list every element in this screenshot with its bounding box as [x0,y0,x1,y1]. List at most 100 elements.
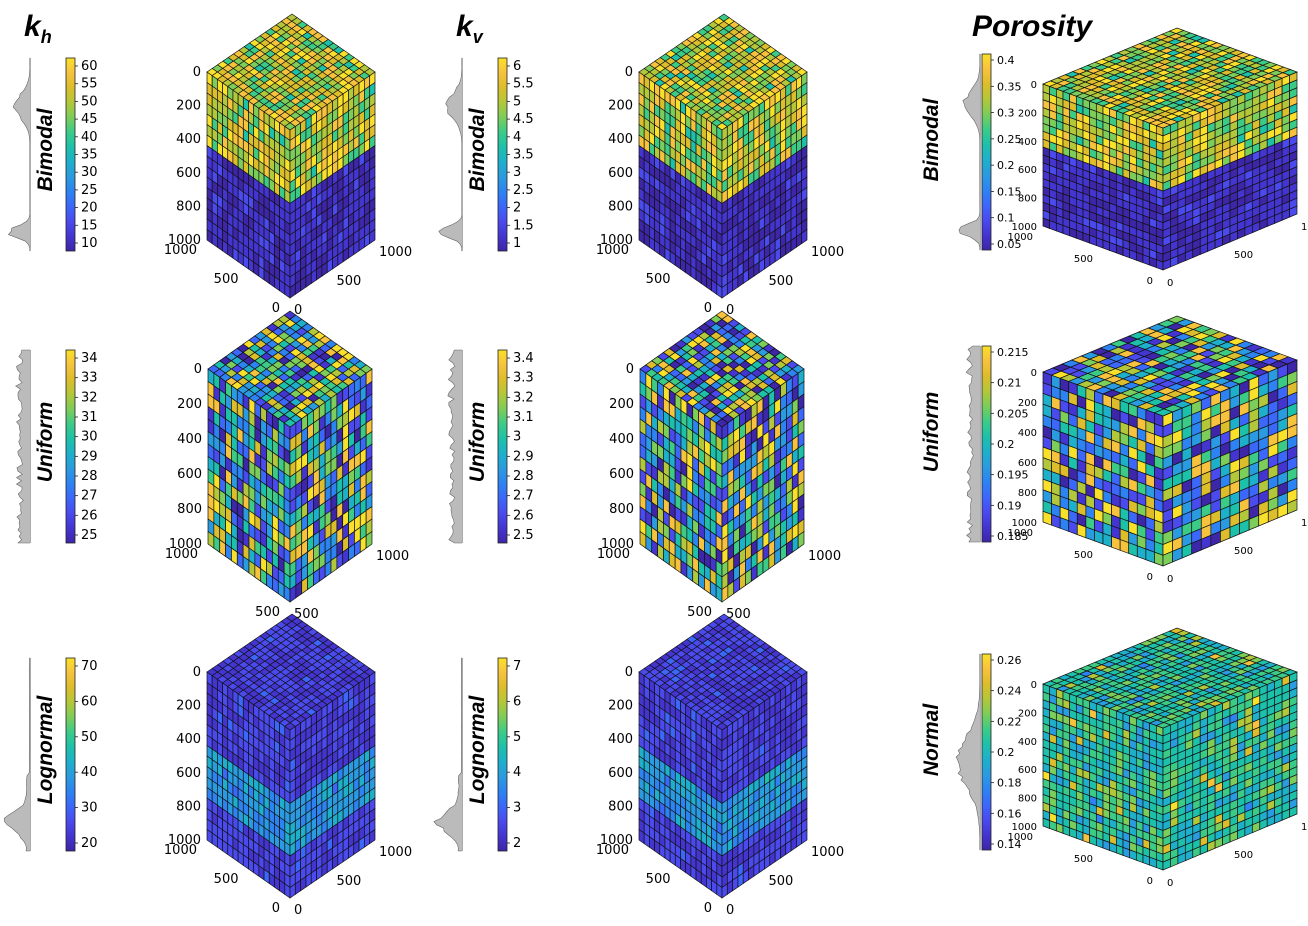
column-title-kh: kh [24,10,52,47]
z-axis-tick: 600 [608,166,633,181]
z-axis-tick: 200 [609,397,634,412]
z-axis-tick: 200 [608,699,633,714]
x-axis-tick: 1000 [597,547,630,562]
colorbar-tick: 4 [513,765,521,780]
colorbar-tick: 3 [513,165,521,180]
colorbar-tick: 1 [513,236,521,251]
colorbar-tick: 0.21 [997,377,1022,390]
histogram [438,57,463,252]
z-axis-tick: 1000 [168,233,201,248]
x-axis-tick: 500 [1074,254,1093,265]
z-axis-tick: 400 [1018,137,1037,148]
colorbar: 3.4 3.3 3.2 3.1 3 2.9 2.8 2.7 2.6 2.5 [497,349,534,544]
colorbar-tick: 0.15 [997,185,1022,198]
distribution-label: Lognormal [466,695,489,805]
z-axis-tick: 600 [609,467,634,482]
z-axis-tick: 400 [177,432,202,447]
panel-kh-lognormal: Lognormal 70 60 50 40 30 20 0 200 400 600 800 1000 10… [0,613,430,918]
colorbar-tick: 35 [81,148,98,163]
colorbar-tick: 0.05 [997,238,1022,251]
histogram [447,349,463,544]
y-axis-tick: 1000 [379,245,412,260]
z-axis-tick: 400 [176,732,201,747]
colorbar-tick: 15 [81,218,98,233]
y-axis-tick: 500 [769,874,794,889]
distribution-label: Bimodal [34,107,57,191]
panel-figure: Uniform 0.215 0.21 0.205 0.2 0.195 0.19 0.185 0 2… [920,315,1308,585]
x-axis-tick: 1000 [1008,232,1033,243]
y-axis-tick: 500 [294,607,319,622]
x-axis-tick: 0 [272,901,280,916]
colorbar-tick: 2.8 [513,469,534,484]
colorbar: 6 5.5 5 4.5 4 3.5 3 2.5 2 1.5 1 [497,57,534,252]
x-axis-tick: 500 [214,872,239,887]
x-axis-tick: 0 [704,301,712,316]
colorbar-tick: 0.35 [997,80,1022,93]
x-axis-tick: 500 [214,272,239,287]
panel-kh-bimodal: Bimodal 60 55 50 45 40 35 30 25 20 15 10 0 200 400 600 8… [0,13,430,318]
y-axis-tick: 500 [769,274,794,289]
x-axis-tick: 0 [272,301,280,316]
colorbar-tick: 40 [81,765,98,780]
colorbar-tick: 0.22 [997,715,1022,728]
z-axis-tick: 400 [608,132,633,147]
panel-figure: Bimodal 60 55 50 45 40 35 30 25 20 15 10 0 200 400 600 8… [7,13,412,318]
y-axis-tick: 1000 [1301,222,1308,233]
z-axis-tick: 400 [1018,428,1037,439]
distribution-label: Lognormal [34,695,57,805]
colorbar: 0.4 0.35 0.3 0.25 0.2 0.15 0.1 0.05 [981,53,1022,251]
colorbar-tick: 30 [81,801,98,816]
colorbar-tick: 0.2 [997,159,1015,172]
colorbar-tick: 2.7 [513,489,534,504]
colorbar-tick: 40 [81,130,98,145]
z-axis-tick: 0 [625,65,633,80]
z-axis-tick: 1000 [169,537,202,552]
colorbar-tick: 34 [81,351,98,366]
colorbar-tick: 6 [513,694,521,709]
y-axis-tick: 500 [726,607,751,622]
y-axis-tick: 0 [726,303,734,318]
x-axis-tick: 1000 [1008,528,1033,539]
colorbar-tick: 2.5 [513,528,534,543]
panel-porosity-uniform: Uniform 0.215 0.21 0.205 0.2 0.195 0.19 0.185 0 2… [920,315,1308,607]
y-axis-tick: 0 [1167,878,1173,889]
z-axis-tick: 800 [608,199,633,214]
z-axis-tick: 800 [1018,194,1037,205]
y-axis-tick: 1000 [379,845,412,860]
colorbar: 0.26 0.24 0.22 0.2 0.18 0.16 0.14 [981,653,1022,851]
z-axis-tick: 400 [608,732,633,747]
colorbar-tick: 0.16 [997,807,1022,820]
colorbar-tick: 10 [81,236,98,251]
z-axis-tick: 0 [1031,680,1037,691]
x-axis-tick: 1000 [164,243,197,258]
colorbar-tick: 5 [513,94,521,109]
colorbar-tick: 3 [513,430,521,445]
z-axis-tick: 200 [1018,108,1037,119]
z-axis-tick: 1000 [168,833,201,848]
colorbar: 60 55 50 45 40 35 30 25 20 15 10 [65,57,98,252]
z-axis-tick: 0 [625,665,633,680]
y-axis-tick: 0 [1167,278,1173,289]
histogram [7,57,31,252]
y-axis-tick: 1000 [811,245,844,260]
colorbar-tick: 20 [81,201,98,216]
z-axis-tick: 800 [176,199,201,214]
z-axis-tick: 1000 [1012,822,1037,833]
x-axis-tick: 0 [704,901,712,916]
z-axis-tick: 200 [176,699,201,714]
colorbar-tick: 0.24 [997,685,1022,698]
colorbar-tick: 45 [81,112,98,127]
column-title-porosity: Porosity [972,10,1093,43]
y-axis-tick: 0 [1167,574,1173,585]
panel-figure: Normal 0.26 0.24 0.22 0.2 0.18 0.16 0.14 0 200 400… [920,627,1308,889]
z-axis-tick: 600 [176,766,201,781]
x-axis-tick: 1000 [165,547,198,562]
colorbar-tick: 0.185 [997,530,1029,543]
colorbar-tick: 0.2 [997,746,1015,759]
y-axis-tick: 500 [1234,850,1253,861]
colorbar-tick: 3.3 [513,371,534,386]
